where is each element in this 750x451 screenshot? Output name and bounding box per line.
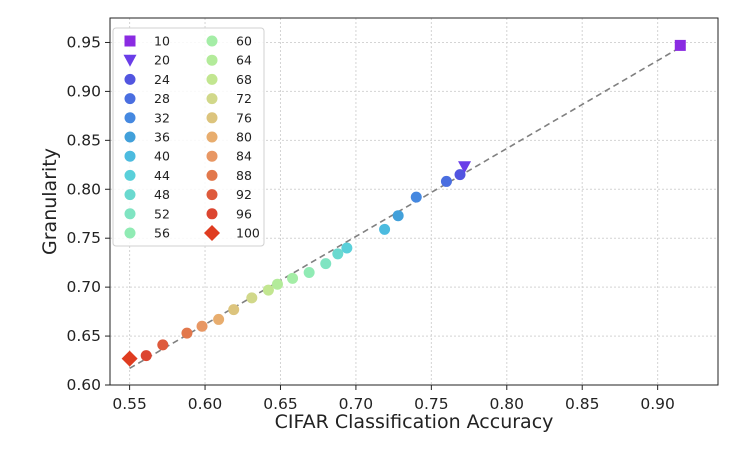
y-tick-label: 0.60 [66, 376, 101, 394]
legend-marker-92 [206, 189, 218, 201]
data-point-32 [410, 191, 422, 203]
x-tick-label: 0.85 [565, 395, 600, 413]
x-tick-label: 0.70 [339, 395, 374, 413]
legend-label-52: 52 [154, 206, 170, 221]
y-tick-label: 0.70 [66, 278, 101, 296]
data-point-10 [674, 39, 686, 51]
data-point-20 [458, 161, 472, 174]
legend-marker-56 [124, 227, 136, 239]
legend-label-72: 72 [236, 91, 252, 106]
x-tick-label: 0.75 [414, 395, 449, 413]
y-tick-label: 0.85 [66, 131, 101, 149]
plot-frame [109, 17, 719, 386]
data-point-72 [246, 292, 258, 304]
y-tick-label: 0.80 [66, 180, 101, 198]
legend-marker-40 [124, 150, 136, 162]
legend-marker-44 [124, 169, 136, 181]
data-point-88 [181, 327, 193, 339]
legend-marker-88 [206, 169, 218, 181]
legend-marker-64 [206, 54, 218, 66]
data-point-44 [341, 242, 353, 254]
legend-label-84: 84 [236, 149, 252, 164]
legend-label-48: 48 [154, 187, 170, 202]
data-point-36 [392, 210, 404, 222]
legend-label-36: 36 [154, 130, 170, 145]
legend-label-96: 96 [236, 206, 252, 221]
legend-marker-80 [206, 131, 218, 143]
legend-marker-32 [124, 112, 136, 124]
data-point-52 [320, 258, 332, 270]
x-axis-label: CIFAR Classification Accuracy [275, 411, 554, 433]
data-point-60 [287, 272, 299, 284]
legend-label-92: 92 [236, 187, 252, 202]
legend-box [112, 27, 265, 247]
y-tick-label: 0.90 [66, 82, 101, 100]
legend-label-32: 32 [154, 110, 170, 125]
data-point-84 [196, 320, 208, 332]
legend-label-10: 10 [154, 34, 170, 49]
legend-marker-68 [206, 73, 218, 85]
data-point-64 [271, 278, 283, 290]
data-point-80 [213, 313, 225, 325]
legend-marker-20 [123, 54, 137, 67]
legend-marker-52 [124, 208, 136, 220]
y-tick-label: 0.95 [66, 33, 101, 51]
legend-marker-100 [204, 225, 220, 241]
legend-marker-96 [206, 208, 218, 220]
data-point-56 [303, 266, 315, 278]
legend-label-76: 76 [236, 110, 252, 125]
data-point-76 [228, 304, 240, 316]
legend-marker-28 [124, 93, 136, 105]
legend-marker-10 [124, 35, 136, 47]
legend-label-68: 68 [236, 72, 252, 87]
x-tick-label: 0.65 [263, 395, 298, 413]
legend-marker-84 [206, 150, 218, 162]
legend-marker-48 [124, 189, 136, 201]
data-points [121, 39, 686, 367]
y-axis-label: Granularity [39, 148, 61, 255]
data-point-24 [454, 169, 466, 181]
x-tick-label: 0.60 [188, 395, 223, 413]
axis-ticks: 0.55 0.60 0.65 0.70 0.75 0.80 0.85 0.90 0.60 0.65… [66, 33, 674, 413]
legend-label-44: 44 [154, 168, 170, 183]
data-point-40 [379, 223, 391, 235]
legend-label-40: 40 [154, 149, 170, 164]
data-point-96 [140, 350, 152, 362]
y-tick-label: 0.75 [66, 229, 101, 247]
y-tick-label: 0.65 [66, 327, 101, 345]
legend-label-60: 60 [236, 34, 252, 49]
x-tick-label: 0.90 [640, 395, 675, 413]
legend-marker-60 [206, 35, 218, 47]
legend-marker-36 [124, 131, 136, 143]
x-tick-label: 0.80 [490, 395, 525, 413]
data-point-28 [440, 175, 452, 187]
legend-label-56: 56 [154, 226, 170, 241]
x-tick-label: 0.55 [112, 395, 147, 413]
data-point-68 [262, 284, 274, 296]
legend-label-20: 20 [154, 53, 170, 68]
legend-marker-76 [206, 112, 218, 124]
legend-marker-24 [124, 73, 136, 85]
data-point-92 [157, 339, 169, 351]
legend-label-100: 100 [236, 226, 260, 241]
legend-label-88: 88 [236, 168, 252, 183]
legend-label-80: 80 [236, 130, 252, 145]
legend: 10 20 24 28 32 36 40 44 48 52 56 60 64 68 72 76 80 84 88 92… [112, 27, 265, 247]
trend-line [129, 46, 681, 370]
legend-label-28: 28 [154, 91, 170, 106]
legend-marker-72 [206, 93, 218, 105]
legend-label-64: 64 [236, 53, 252, 68]
legend-label-24: 24 [154, 72, 170, 87]
data-point-100 [121, 350, 138, 367]
data-point-48 [332, 248, 344, 260]
